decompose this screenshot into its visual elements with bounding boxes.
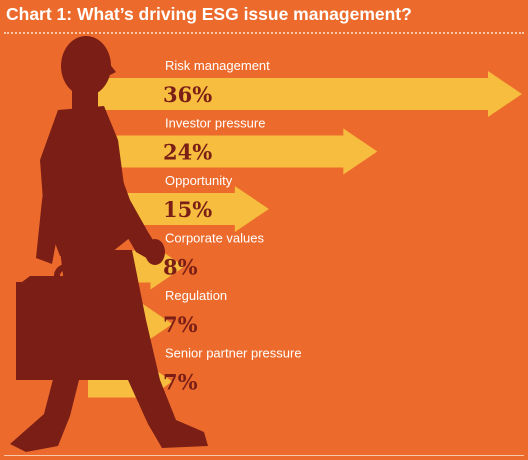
value-label-2: 24% — [163, 140, 212, 165]
title-divider — [4, 32, 524, 34]
category-label-3: Opportunity — [165, 173, 233, 188]
category-label-4: Corporate values — [165, 231, 264, 246]
category-label-2: Investor pressure — [165, 116, 265, 131]
value-label-5: 7% — [163, 312, 198, 337]
value-label-6: 7% — [163, 370, 198, 395]
category-label-1: Risk management — [165, 58, 270, 73]
value-label-1: 36% — [163, 82, 212, 107]
category-label-5: Regulation — [165, 288, 227, 303]
walking-businessman-silhouette-icon — [10, 36, 208, 452]
value-label-3: 15% — [163, 197, 212, 222]
category-label-6: Senior partner pressure — [165, 346, 302, 361]
chart-title: Chart 1: What’s driving ESG issue manage… — [6, 4, 412, 24]
bar-labels: Risk management 36% Investor pressure 24% Op… — [163, 58, 302, 395]
value-label-4: 8% — [163, 255, 198, 280]
bar-arrow-2 — [88, 128, 378, 175]
bottom-divider — [4, 455, 524, 456]
bar-arrow-1 — [88, 71, 522, 117]
